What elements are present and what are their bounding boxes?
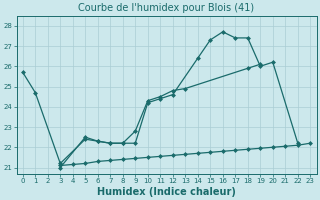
Title: Courbe de l'humidex pour Blois (41): Courbe de l'humidex pour Blois (41) xyxy=(78,3,255,13)
X-axis label: Humidex (Indice chaleur): Humidex (Indice chaleur) xyxy=(97,187,236,197)
